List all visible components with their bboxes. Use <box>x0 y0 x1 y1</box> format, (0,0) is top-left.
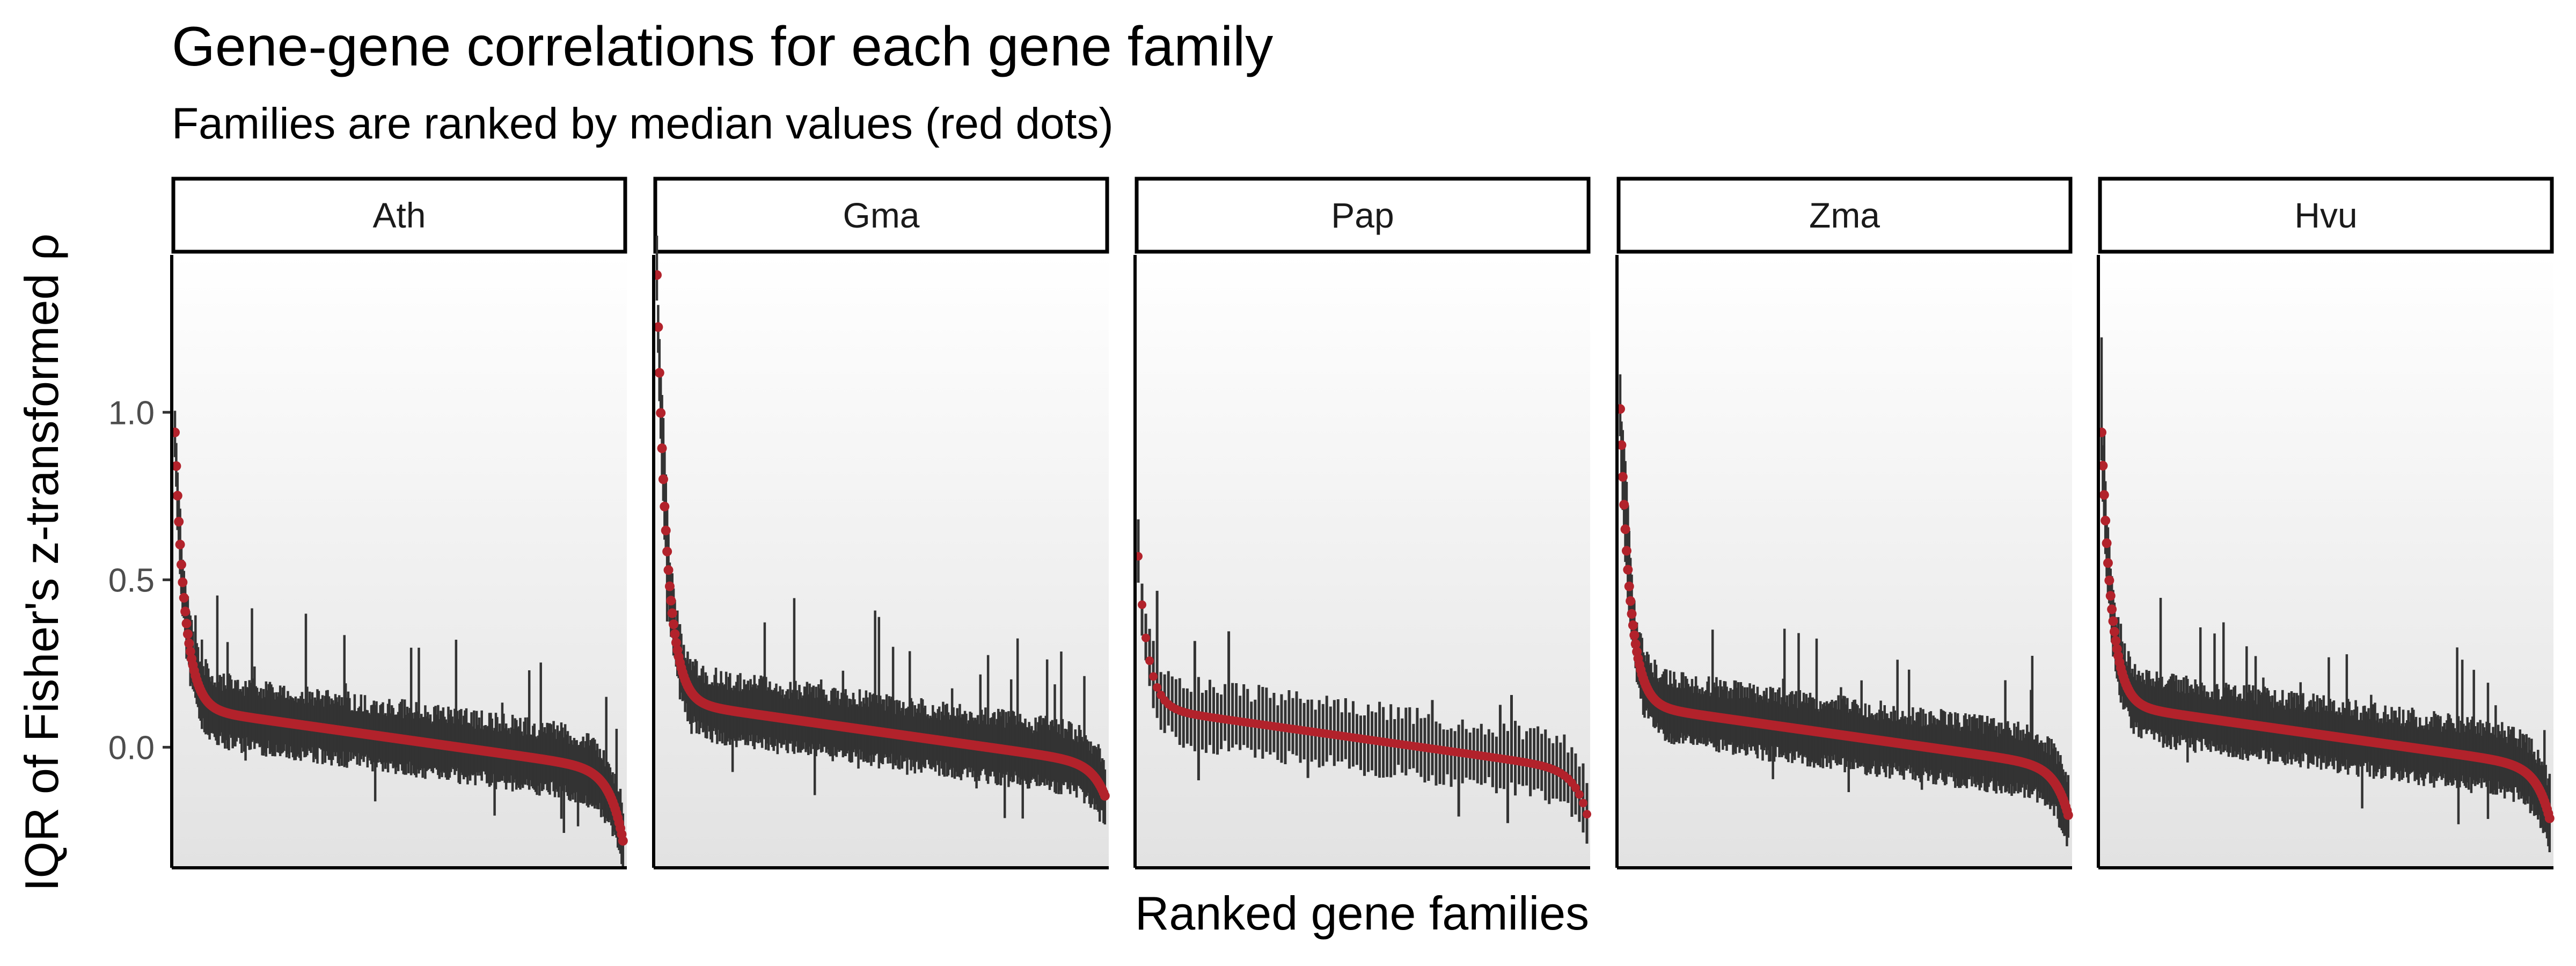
median-point <box>1141 633 1151 642</box>
median-point <box>2104 575 2114 586</box>
median-point <box>185 647 195 657</box>
median-point <box>657 443 667 453</box>
median-point <box>656 408 666 418</box>
median-point <box>2544 813 2555 823</box>
median-point <box>179 592 189 603</box>
median-point <box>2108 616 2118 626</box>
median-point <box>2112 644 2122 654</box>
median-point <box>181 618 192 628</box>
facet-strip-label: Ath <box>372 195 426 235</box>
median-point <box>174 517 184 527</box>
median-point <box>1100 791 1110 801</box>
panel-gma: Gma <box>652 177 1110 869</box>
median-point <box>1624 581 1634 591</box>
median-point <box>663 565 674 575</box>
y-axis-title: IQR of Fisher's z-transformed ρ <box>15 233 68 891</box>
median-point <box>667 608 677 618</box>
median-point <box>1145 656 1154 665</box>
median-point <box>662 546 672 557</box>
median-point <box>175 539 185 550</box>
median-point <box>1629 630 1640 640</box>
median-points <box>1615 404 2073 820</box>
median-point <box>1623 565 1633 575</box>
median-point <box>669 619 679 630</box>
median-point <box>1575 790 1584 799</box>
median-point <box>2099 490 2109 500</box>
median-point <box>2101 516 2111 526</box>
median-point <box>670 629 680 639</box>
panel-pap: Pap <box>1133 177 1591 869</box>
chart-title: Gene-gene correlations for each gene fam… <box>172 16 1273 78</box>
facet-panels: Ath Gma Pap Zma Hvu <box>170 177 2555 869</box>
median-point <box>1571 784 1580 793</box>
median-point <box>2103 558 2113 568</box>
median-point <box>1583 810 1591 819</box>
median-point <box>2109 626 2119 636</box>
median-point <box>176 560 186 570</box>
median-point <box>2105 591 2116 601</box>
panel-hvu: Hvu <box>2097 177 2555 869</box>
median-point <box>618 836 628 846</box>
median-point <box>2111 636 2121 646</box>
panel-ath: Ath <box>170 177 628 869</box>
median-point <box>1627 609 1637 619</box>
median-point <box>664 581 675 591</box>
median-point <box>184 638 194 648</box>
median-point <box>1626 596 1636 606</box>
median-point <box>653 322 663 332</box>
median-point <box>2098 460 2108 471</box>
median-point <box>1619 500 1629 510</box>
median-point <box>2063 810 2073 820</box>
median-point <box>1621 546 1631 556</box>
median-point <box>1138 600 1147 609</box>
median-points <box>170 427 628 846</box>
median-point <box>666 596 676 606</box>
median-point <box>1616 440 1627 450</box>
median-point <box>661 525 671 536</box>
median-point <box>2102 538 2112 548</box>
median-point <box>1628 620 1638 631</box>
median-point <box>1578 799 1587 808</box>
median-points <box>1134 552 1591 819</box>
facet-strip <box>1616 177 2073 254</box>
median-point <box>2107 604 2117 614</box>
y-tick-label: 0.5 <box>108 562 155 599</box>
median-point <box>182 629 193 639</box>
median-point <box>171 461 181 471</box>
facet-strip-label: Zma <box>1809 195 1880 235</box>
panel-zma: Zma <box>1615 177 2073 869</box>
chart-subtitle: Families are ranked by median values (re… <box>172 99 1114 148</box>
facet-strip-label: Hvu <box>2294 195 2357 235</box>
median-point <box>172 491 182 501</box>
median-point <box>1153 683 1162 692</box>
y-tick-label: 0.0 <box>108 729 155 766</box>
y-tick-label: 1.0 <box>108 394 155 431</box>
facet-strip-label: Gma <box>843 195 919 235</box>
facet-strip <box>171 177 627 254</box>
median-point <box>658 474 668 485</box>
facet-strip <box>653 177 1109 254</box>
facet-strip <box>1135 177 1591 254</box>
median-point <box>660 501 670 511</box>
median-point <box>671 638 681 648</box>
median-points <box>652 270 1110 801</box>
facet-strip-label: Pap <box>1331 195 1394 235</box>
y-axis: 0.0 0.5 1.0 <box>108 394 172 766</box>
x-axis-title: Ranked gene families <box>1135 887 1589 940</box>
median-point <box>1630 639 1641 649</box>
median-point <box>654 368 664 378</box>
median-point <box>178 577 188 587</box>
median-point <box>1620 524 1630 535</box>
median-points <box>2097 427 2555 823</box>
median-point <box>1149 672 1158 681</box>
median-point <box>1618 472 1628 482</box>
median-point <box>180 606 191 617</box>
facet-strip <box>2098 177 2554 254</box>
